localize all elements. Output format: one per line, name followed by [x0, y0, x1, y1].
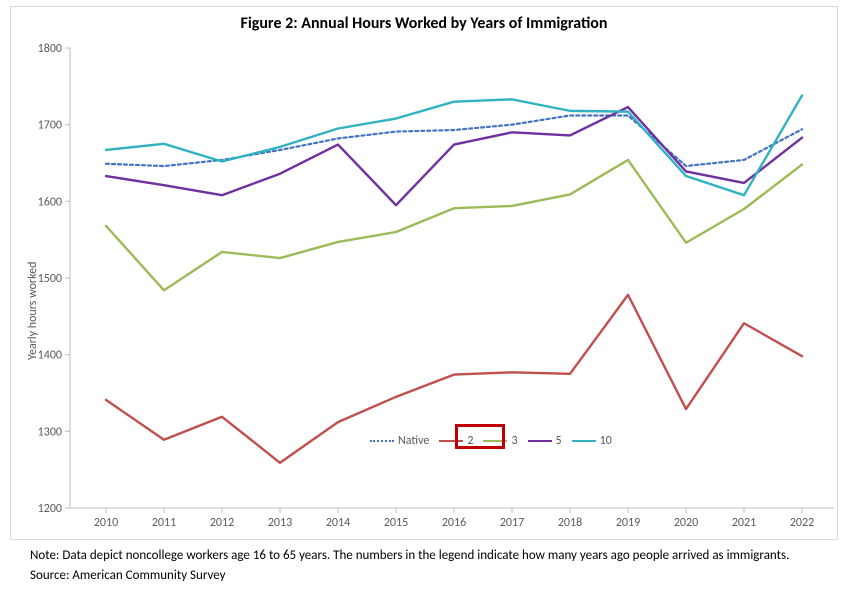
svg-text:1800: 1800 — [38, 42, 62, 56]
legend-swatch-imm10 — [572, 440, 596, 442]
plot-area: 1200 1300 1400 1500 1600 1700 1800 2010 2011 2012… — [0, 0, 848, 601]
svg-text:1500: 1500 — [38, 272, 62, 286]
legend-label-native: Native — [398, 434, 429, 448]
svg-text:2020: 2020 — [674, 516, 698, 530]
highlight-box — [455, 424, 505, 449]
legend-item-imm10: 10 — [572, 434, 612, 448]
legend-item-imm5: 5 — [528, 434, 562, 448]
svg-text:1400: 1400 — [38, 349, 62, 363]
legend-label-imm3: 3 — [511, 434, 517, 448]
svg-text:2011: 2011 — [152, 516, 176, 530]
svg-text:2019: 2019 — [616, 516, 640, 530]
note-line-1: Note: Data depict noncollege workers age… — [30, 548, 789, 563]
svg-text:2016: 2016 — [442, 516, 466, 530]
legend-swatch-imm5 — [528, 440, 552, 442]
svg-text:1300: 1300 — [38, 425, 62, 439]
svg-text:2013: 2013 — [268, 516, 292, 530]
svg-text:1600: 1600 — [38, 195, 62, 209]
note-line-2: Source: American Community Survey — [30, 568, 226, 583]
svg-text:2010: 2010 — [94, 516, 118, 530]
chart-container: Figure 2: Annual Hours Worked by Years o… — [0, 0, 848, 601]
svg-text:2012: 2012 — [210, 516, 234, 530]
svg-text:2018: 2018 — [558, 516, 582, 530]
legend-item-native: Native — [370, 434, 429, 448]
svg-text:2015: 2015 — [384, 516, 408, 530]
svg-text:1700: 1700 — [38, 119, 62, 133]
svg-text:2017: 2017 — [500, 516, 524, 530]
legend-label-imm10: 10 — [600, 434, 612, 448]
legend-swatch-native — [370, 440, 394, 442]
series-imm5 — [106, 107, 802, 205]
legend-label-imm5: 5 — [556, 434, 562, 448]
svg-text:2022: 2022 — [790, 516, 814, 530]
svg-text:1200: 1200 — [38, 502, 62, 516]
svg-text:2014: 2014 — [326, 516, 350, 530]
svg-text:2021: 2021 — [732, 516, 756, 530]
